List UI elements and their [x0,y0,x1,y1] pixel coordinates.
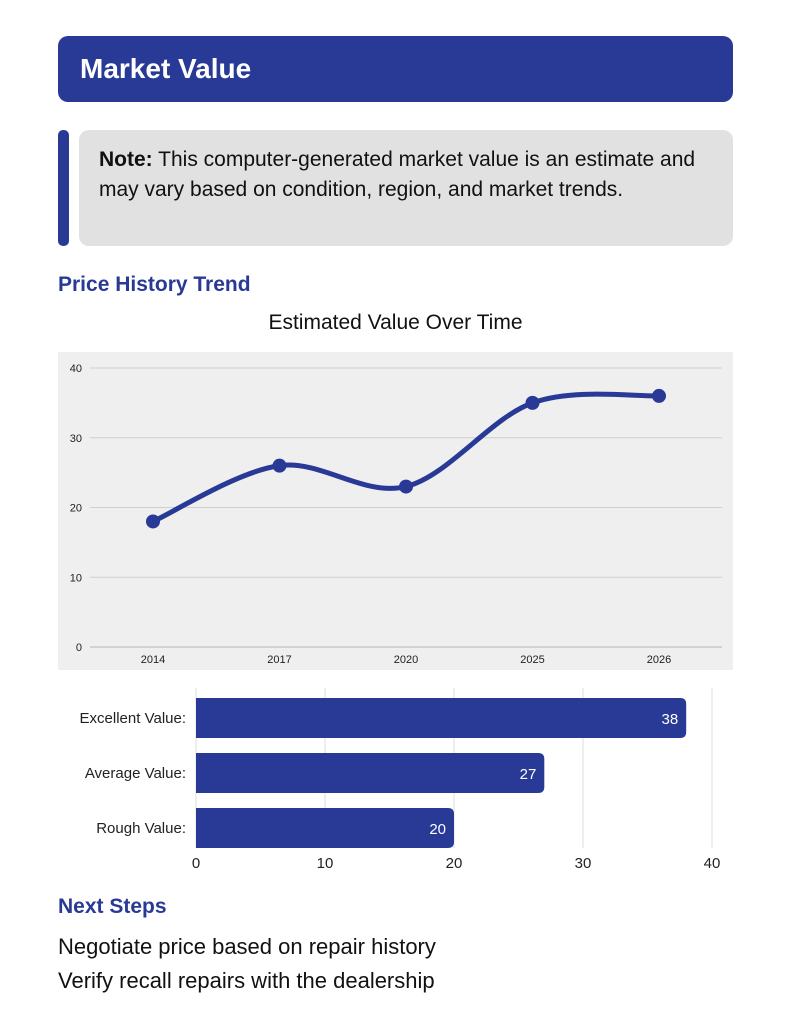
price-history-title: Price History Trend [58,273,251,296]
bar-value-label: 38 [662,711,679,728]
next-step-item: Verify recall repairs with the dealershi… [58,968,435,993]
note-accent-bar [58,130,69,246]
y-tick-label: 10 [70,572,82,584]
data-point [272,458,287,473]
x-tick-label: 2025 [520,654,544,666]
data-point [146,514,160,529]
y-tick-label: 20 [70,503,82,515]
x-tick-label: 40 [704,855,721,872]
note-text: This computer-generated market value is … [99,148,696,201]
data-point [652,388,666,403]
bar-value-label: 20 [429,821,446,838]
note-box: Note: This computer-generated market val… [79,130,733,246]
x-tick-label: 2026 [647,654,671,666]
x-tick-label: 2020 [394,654,418,666]
data-point [399,479,413,494]
line-chart-title: Estimated Value Over Time [268,311,523,334]
category-label: Average Value: [85,765,186,782]
x-tick-label: 2017 [267,654,291,666]
x-tick-label: 0 [192,855,200,872]
category-label: Rough Value: [96,820,186,837]
note-label: Note: [99,148,153,171]
x-tick-label: 30 [575,855,592,872]
line-chart-background [58,352,733,670]
bar-chart: 0 10 20 30 40 Excellent Value: 38 Average Value… [80,688,721,872]
line-chart: 0 10 20 30 40 2014 2017 2020 2025 2026 [58,352,733,670]
data-point [525,395,540,410]
header-banner: Market Value [58,36,733,102]
bar-value-label: 27 [520,766,537,783]
y-tick-label: 40 [70,363,82,375]
x-tick-label: 20 [446,855,463,872]
next-steps-list: Negotiate price based on repair history … [58,930,436,998]
next-step-item: Negotiate price based on repair history [58,934,436,959]
page-title: Market Value [80,53,252,84]
bar [196,698,687,738]
x-tick-label: 2014 [141,654,165,666]
y-tick-label: 0 [76,642,82,654]
category-label: Excellent Value: [80,710,186,727]
bar [196,808,454,848]
bar [196,753,545,793]
x-tick-label: 10 [317,855,334,872]
y-tick-label: 30 [70,433,82,445]
next-steps-title: Next Steps [58,895,167,918]
